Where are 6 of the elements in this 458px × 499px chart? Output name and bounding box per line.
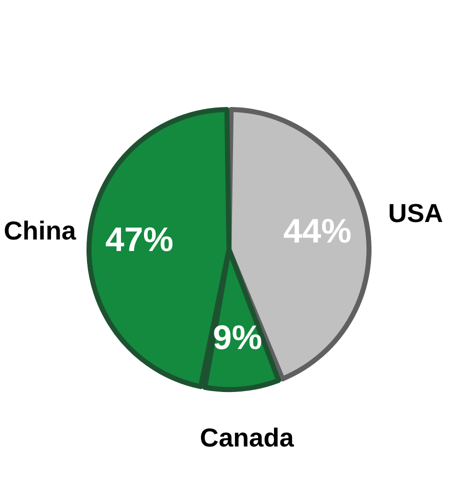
slice-label: Canada: [200, 422, 294, 453]
data-label: 44%: [283, 212, 352, 251]
data-label: 47%: [105, 221, 174, 260]
data-label: 9%: [212, 319, 262, 358]
slice-label: China: [4, 216, 76, 246]
slice-label: USA: [388, 198, 444, 228]
